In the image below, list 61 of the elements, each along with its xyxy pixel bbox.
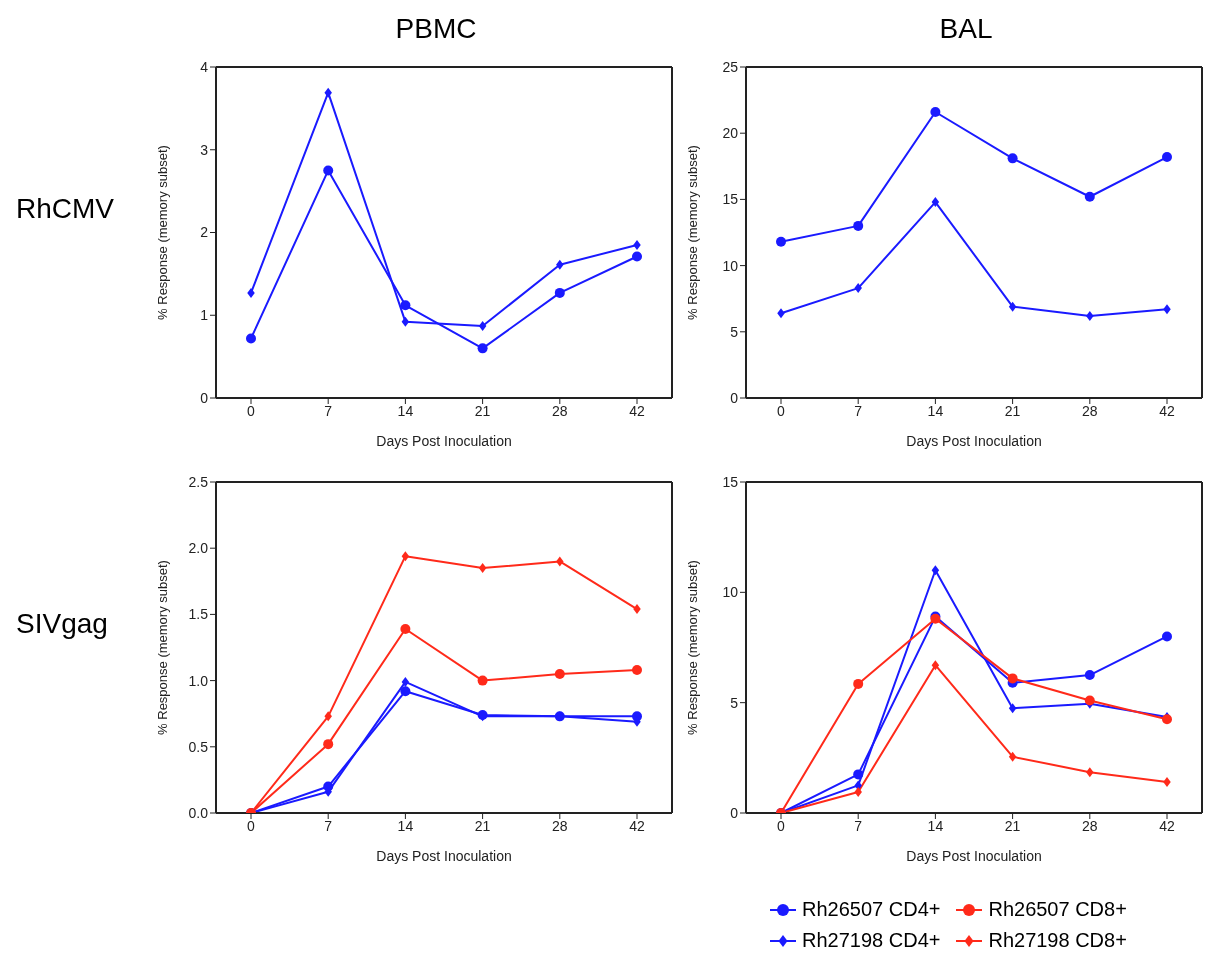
x-tick-label: 28 [1082,817,1098,834]
y-tick-label: 0.5 [188,738,209,755]
y-axis-title: % Response (memory subset) [684,145,700,320]
x-tick-label: 21 [1004,402,1021,419]
y-tick-label: 0.0 [188,804,209,821]
x-tick-label: 0 [777,817,786,834]
x-tick-label: 42 [629,817,645,834]
x-tick-label: 21 [474,817,491,834]
x-tick-label: 42 [629,402,645,419]
text: SIVgag [16,608,108,640]
y-tick-label: 15 [722,473,739,490]
x-tick-label: 28 [552,817,568,834]
x-tick-label: 14 [397,817,414,834]
x-tick-label: 0 [247,817,256,834]
x-tick-label: 7 [854,402,863,419]
y-tick-label: 5 [730,323,739,340]
y-tick-label: 10 [722,584,739,601]
y-tick-label: 0 [200,389,209,406]
x-axis-title: Days Post Inoculation [906,433,1042,449]
y-axis-title: % Response (memory subset) [154,560,170,735]
text: RhCMV [16,193,115,225]
x-tick-label: 28 [552,402,568,419]
legend-label: Rh26507 CD4+ [802,898,941,921]
y-tick-label: 1.0 [188,672,209,689]
y-tick-label: 15 [722,191,739,208]
x-tick-label: 42 [1159,402,1175,419]
x-tick-label: 14 [397,402,414,419]
x-tick-label: 28 [1082,402,1098,419]
x-tick-label: 7 [324,817,333,834]
x-tick-label: 0 [777,402,786,419]
y-tick-label: 5 [730,694,739,711]
y-tick-label: 10 [722,257,739,274]
x-tick-label: 14 [927,402,944,419]
y-tick-label: 4 [200,58,209,75]
x-tick-label: 21 [474,402,491,419]
y-tick-label: 2.0 [188,540,209,557]
x-axis-title: Days Post Inoculation [376,433,512,449]
x-tick-label: 0 [247,402,256,419]
y-tick-label: 1.5 [188,606,209,623]
y-axis-title: % Response (memory subset) [684,560,700,735]
chart-title: BAL [938,13,994,45]
legend-label: Rh26507 CD8+ [988,898,1127,921]
x-tick-label: 14 [927,817,944,834]
legend-label: Rh27198 CD8+ [988,929,1127,952]
x-tick-label: 7 [854,817,863,834]
y-tick-label: 0 [730,389,739,406]
x-tick-label: 21 [1004,817,1021,834]
y-tick-label: 2.5 [188,473,209,490]
chart-title: PBMC [394,13,478,45]
x-axis-title: Days Post Inoculation [376,848,512,864]
y-tick-label: 2 [200,224,209,241]
y-tick-label: 3 [200,141,209,158]
y-tick-label: 20 [722,125,739,142]
x-tick-label: 42 [1159,817,1175,834]
y-axis-title: % Response (memory subset) [154,145,170,320]
y-tick-label: 0 [730,804,739,821]
x-tick-label: 7 [324,402,333,419]
y-tick-label: 25 [722,58,739,75]
x-axis-title: Days Post Inoculation [906,848,1042,864]
y-tick-label: 1 [200,307,209,324]
legend-label: Rh27198 CD4+ [802,929,941,952]
